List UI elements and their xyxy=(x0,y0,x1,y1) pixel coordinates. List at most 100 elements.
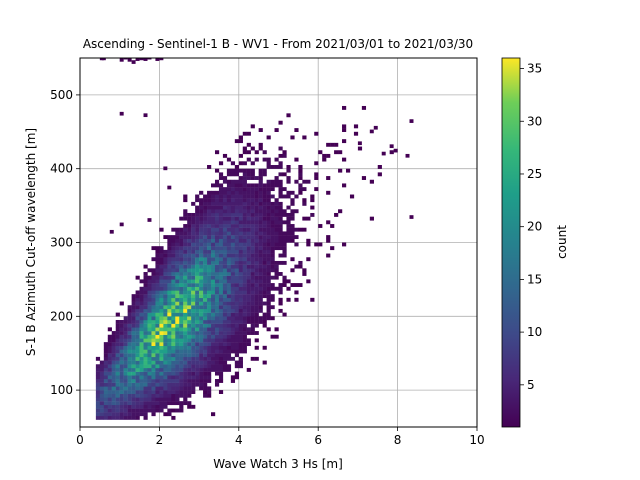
heatmap-cell xyxy=(302,198,307,203)
heatmap-cell xyxy=(238,286,243,291)
heatmap-cell xyxy=(274,238,279,243)
heatmap-cell xyxy=(226,216,232,221)
heatmap-cell xyxy=(250,316,255,321)
heatmap-cell xyxy=(250,227,255,232)
heatmap-cell xyxy=(222,238,228,243)
heatmap-cell xyxy=(195,257,200,262)
heatmap-cell xyxy=(127,412,132,417)
heatmap-cell xyxy=(278,120,283,125)
heatmap-cell xyxy=(278,209,283,214)
heatmap-cell xyxy=(163,305,168,310)
heatmap-cell xyxy=(163,312,168,317)
heatmap-cell xyxy=(250,212,255,217)
heatmap-cell xyxy=(218,316,224,321)
heatmap-cell xyxy=(250,209,255,214)
heatmap-cell xyxy=(111,345,116,350)
heatmap-cell xyxy=(282,172,287,177)
heatmap-cell xyxy=(111,360,116,365)
heatmap-cell xyxy=(234,242,239,247)
heatmap-cell xyxy=(155,338,160,343)
heatmap-cell xyxy=(342,183,347,188)
heatmap-cell xyxy=(155,408,160,413)
heatmap-cell xyxy=(187,297,192,302)
heatmap-cell xyxy=(199,327,204,332)
heatmap-cell xyxy=(246,249,251,254)
heatmap-cell xyxy=(218,209,224,214)
heatmap-cell xyxy=(155,249,160,254)
heatmap-cell xyxy=(99,404,105,409)
heatmap-cell xyxy=(211,316,216,321)
heatmap-cell xyxy=(222,290,228,295)
heatmap-cell xyxy=(159,367,164,372)
heatmap-cell xyxy=(266,187,271,192)
heatmap-cell xyxy=(187,312,192,317)
heatmap-cell xyxy=(191,224,196,228)
heatmap-cell xyxy=(270,216,275,221)
heatmap-cell xyxy=(171,275,176,280)
heatmap-cell xyxy=(203,316,208,321)
heatmap-cell xyxy=(123,386,128,391)
heatmap-cell xyxy=(230,279,236,284)
heatmap-cell xyxy=(127,360,132,365)
heatmap-cell xyxy=(103,345,108,350)
heatmap-cell xyxy=(143,327,148,332)
heatmap-cell xyxy=(143,375,148,380)
heatmap-cell xyxy=(242,150,247,155)
heatmap-cell xyxy=(338,209,343,214)
heatmap-cell xyxy=(278,205,283,210)
heatmap-cell xyxy=(203,264,208,269)
heatmap-cell xyxy=(183,312,188,317)
heatmap-cell xyxy=(262,157,267,162)
heatmap-cell xyxy=(334,150,339,155)
heatmap-cell xyxy=(274,201,279,206)
heatmap-cell xyxy=(199,316,204,321)
heatmap-cell xyxy=(159,297,164,302)
heatmap-cell xyxy=(218,312,224,317)
heatmap-cell xyxy=(218,224,224,228)
heatmap-cell xyxy=(222,345,228,350)
heatmap-cell xyxy=(159,260,164,265)
heatmap-cell xyxy=(218,183,224,188)
heatmap-cell xyxy=(139,294,144,299)
heatmap-cell xyxy=(234,290,239,295)
heatmap-cell xyxy=(246,294,251,299)
heatmap-cell xyxy=(250,257,255,262)
heatmap-cell xyxy=(238,187,243,192)
heatmap-cell xyxy=(147,404,152,409)
heatmap-cell xyxy=(262,242,267,247)
heatmap-cell xyxy=(107,375,112,380)
heatmap-cell xyxy=(111,379,116,383)
heatmap-cell xyxy=(195,294,200,299)
heatmap-cell xyxy=(103,375,108,380)
heatmap-cell xyxy=(286,176,291,180)
heatmap-cell xyxy=(246,238,251,243)
heatmap-cell xyxy=(159,349,164,354)
heatmap-cell xyxy=(230,342,236,347)
heatmap-cell xyxy=(191,260,196,265)
heatmap-cell xyxy=(191,264,196,269)
heatmap-cell xyxy=(226,187,232,192)
heatmap-cell xyxy=(187,367,192,372)
heatmap-cell xyxy=(226,334,232,339)
heatmap-cell xyxy=(123,353,128,358)
heatmap-cell xyxy=(218,205,224,210)
heatmap-cell xyxy=(254,198,259,203)
heatmap-cell xyxy=(226,209,232,214)
heatmap-cell xyxy=(211,257,216,262)
heatmap-cell xyxy=(203,342,208,347)
heatmap-cell xyxy=(218,283,224,287)
heatmap-cell xyxy=(95,393,101,398)
heatmap-cell xyxy=(238,216,243,221)
heatmap-cell xyxy=(179,312,184,317)
heatmap-cell xyxy=(409,215,414,219)
heatmap-cell xyxy=(103,342,108,347)
heatmap-cell xyxy=(270,334,275,339)
heatmap-cell xyxy=(234,364,239,369)
heatmap-cell xyxy=(310,212,315,217)
heatmap-cell xyxy=(234,275,239,280)
heatmap-cell xyxy=(135,338,140,343)
heatmap-cell xyxy=(262,286,267,291)
heatmap-cell xyxy=(139,382,144,387)
heatmap-cell xyxy=(191,212,196,217)
heatmap-cell xyxy=(151,290,156,295)
